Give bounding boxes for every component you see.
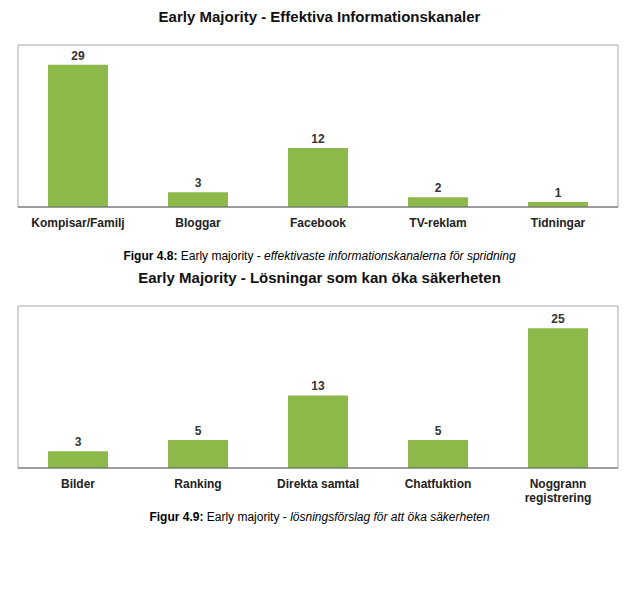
svg-text:Tidningar: Tidningar — [531, 216, 586, 230]
svg-text:TV-reklam: TV-reklam — [409, 216, 466, 230]
svg-text:3: 3 — [195, 176, 202, 190]
html-text:Figur 4.8: Early majority - ef: Figur 4.8: Early majority - effektivaste… — [123, 249, 516, 263]
svg-text:5: 5 — [195, 424, 202, 438]
svg-text:Kompisar/Familj: Kompisar/Familj — [31, 216, 124, 230]
svg-text:Ranking: Ranking — [174, 477, 221, 491]
svg-text:3: 3 — [75, 435, 82, 449]
html-text:Early Majority - Effektiva Inf: Early Majority - Effektiva Informationsk… — [158, 8, 481, 25]
svg-text:1: 1 — [555, 186, 562, 200]
svg-text:13: 13 — [311, 379, 325, 393]
html-text:Figur 4.9: Early majority - lö: Figur 4.9: Early majority - lösningsförs… — [149, 510, 490, 524]
svg-text:25: 25 — [551, 312, 565, 326]
svg-text:29: 29 — [71, 49, 85, 63]
html-text:Early Majority - Lösningar som: Early Majority - Lösningar som kan öka s… — [138, 269, 501, 286]
svg-text:Bloggar: Bloggar — [175, 216, 221, 230]
svg-text:Bilder: Bilder — [61, 477, 95, 491]
svg-text:Noggrannregistrering: Noggrannregistrering — [525, 477, 592, 505]
svg-text:Direkta samtal: Direkta samtal — [277, 477, 359, 491]
svg-text:Facebook: Facebook — [290, 216, 346, 230]
svg-text:5: 5 — [435, 424, 442, 438]
svg-text:12: 12 — [311, 132, 325, 146]
svg-text:2: 2 — [435, 181, 442, 195]
svg-text:Chatfuktion: Chatfuktion — [405, 477, 472, 491]
